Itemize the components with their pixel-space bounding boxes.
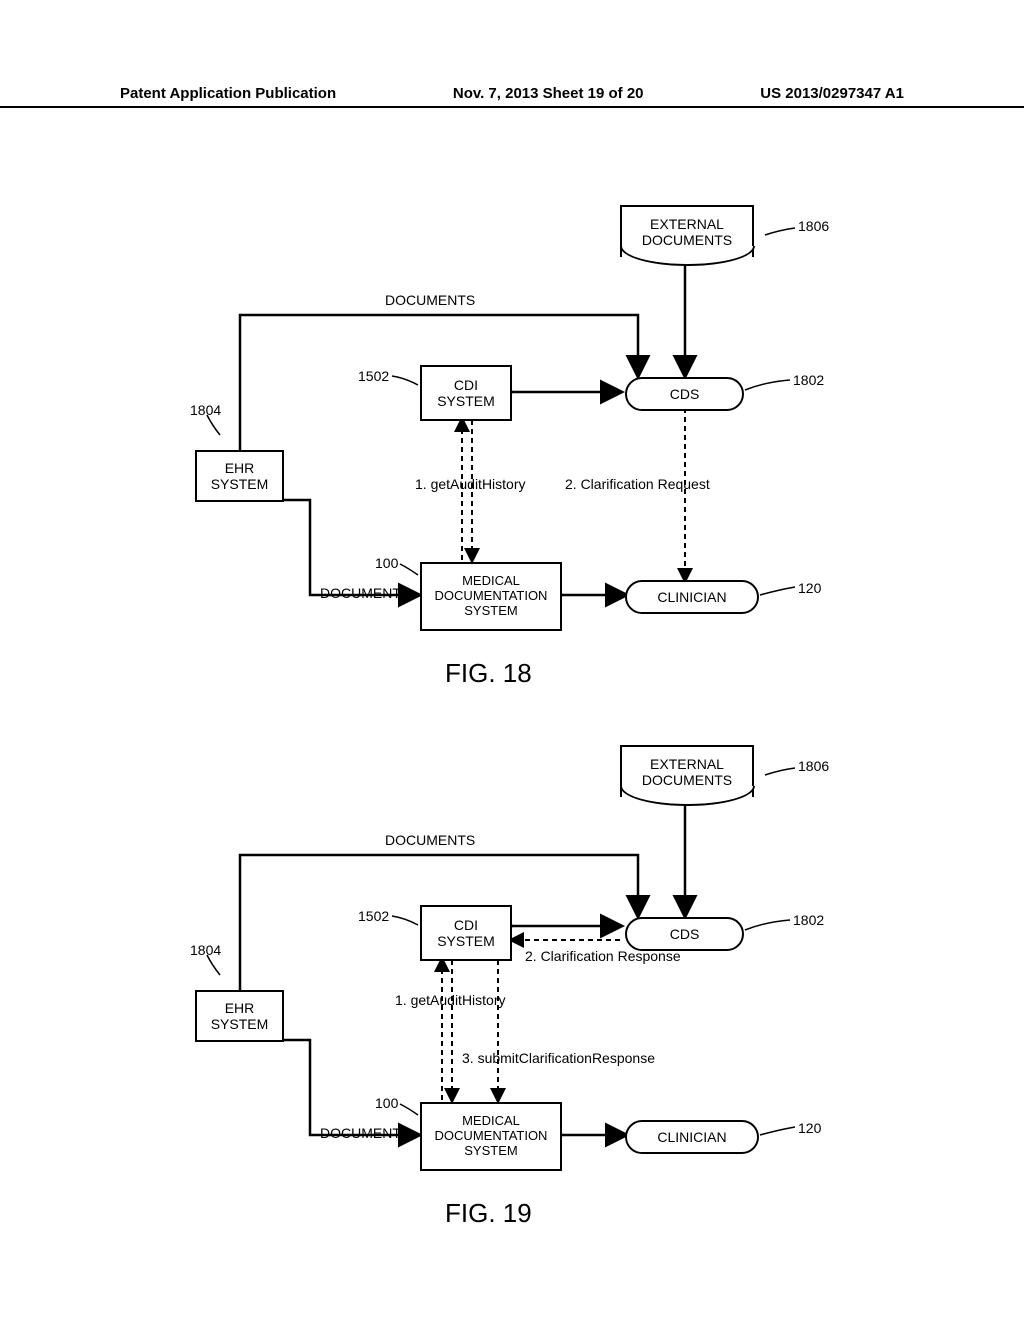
figure-18: MDS dashed vertical (getAuditHistory) --… bbox=[0, 180, 1024, 720]
node-label: EHR SYSTEM bbox=[211, 460, 269, 492]
ref-1804: 1804 bbox=[190, 942, 221, 958]
node-label: EXTERNAL DOCUMENTS bbox=[642, 216, 732, 248]
figure-caption: FIG. 18 bbox=[445, 658, 532, 689]
header-left: Patent Application Publication bbox=[120, 85, 336, 102]
node-cds: CDS bbox=[625, 377, 744, 411]
node-label: CDS bbox=[670, 926, 700, 942]
node-cds: CDS bbox=[625, 917, 744, 951]
node-label: MEDICAL DOCUMENTATION SYSTEM bbox=[435, 574, 548, 619]
node-clinician: CLINICIAN bbox=[625, 1120, 759, 1154]
node-mds: MEDICAL DOCUMENTATION SYSTEM bbox=[420, 562, 562, 631]
ref-1806: 1806 bbox=[798, 218, 829, 234]
label-msg1: 1. getAuditHistory bbox=[395, 992, 506, 1008]
figure-19: MDS dashed vertical pair (1. getAuditHis… bbox=[0, 720, 1024, 1260]
label-documents-bottom: DOCUMENTS bbox=[320, 585, 410, 601]
label-documents-top: DOCUMENTS bbox=[385, 292, 475, 308]
node-label: CDS bbox=[670, 386, 700, 402]
node-label: EHR SYSTEM bbox=[211, 1000, 269, 1032]
node-label: MEDICAL DOCUMENTATION SYSTEM bbox=[435, 1114, 548, 1159]
node-label: CDI SYSTEM bbox=[437, 917, 495, 949]
node-label: CDI SYSTEM bbox=[437, 377, 495, 409]
header-right: US 2013/0297347 A1 bbox=[760, 85, 904, 102]
node-label: EXTERNAL DOCUMENTS bbox=[642, 756, 732, 788]
page: Patent Application Publication Nov. 7, 2… bbox=[0, 0, 1024, 1320]
node-cdi-system: CDI SYSTEM bbox=[420, 905, 512, 961]
ref-120: 120 bbox=[798, 580, 821, 596]
label-documents-top: DOCUMENTS bbox=[385, 832, 475, 848]
node-label: CLINICIAN bbox=[657, 589, 726, 605]
label-msg2: 2. Clarification Request bbox=[565, 476, 710, 492]
node-mds: MEDICAL DOCUMENTATION SYSTEM bbox=[420, 1102, 562, 1171]
ref-1802: 1802 bbox=[793, 912, 824, 928]
ref-100: 100 bbox=[375, 555, 398, 571]
node-label: CLINICIAN bbox=[657, 1129, 726, 1145]
page-header: Patent Application Publication Nov. 7, 2… bbox=[0, 85, 1024, 108]
label-msg2: 2. Clarification Response bbox=[525, 948, 681, 964]
ref-120: 120 bbox=[798, 1120, 821, 1136]
ref-1802: 1802 bbox=[793, 372, 824, 388]
node-ehr-system: EHR SYSTEM bbox=[195, 450, 284, 502]
ref-1806: 1806 bbox=[798, 758, 829, 774]
label-msg3: 3. submitClarificationResponse bbox=[462, 1050, 655, 1066]
node-ehr-system: EHR SYSTEM bbox=[195, 990, 284, 1042]
node-external-documents: EXTERNAL DOCUMENTS bbox=[620, 205, 754, 257]
ref-1804: 1804 bbox=[190, 402, 221, 418]
node-clinician: CLINICIAN bbox=[625, 580, 759, 614]
ref-100: 100 bbox=[375, 1095, 398, 1111]
figure-caption: FIG. 19 bbox=[445, 1198, 532, 1229]
label-msg1: 1. getAuditHistory bbox=[415, 476, 526, 492]
ref-1502: 1502 bbox=[358, 368, 389, 384]
label-documents-bottom: DOCUMENTS bbox=[320, 1125, 410, 1141]
header-center: Nov. 7, 2013 Sheet 19 of 20 bbox=[453, 85, 644, 102]
ref-1502: 1502 bbox=[358, 908, 389, 924]
node-external-documents: EXTERNAL DOCUMENTS bbox=[620, 745, 754, 797]
node-cdi-system: CDI SYSTEM bbox=[420, 365, 512, 421]
